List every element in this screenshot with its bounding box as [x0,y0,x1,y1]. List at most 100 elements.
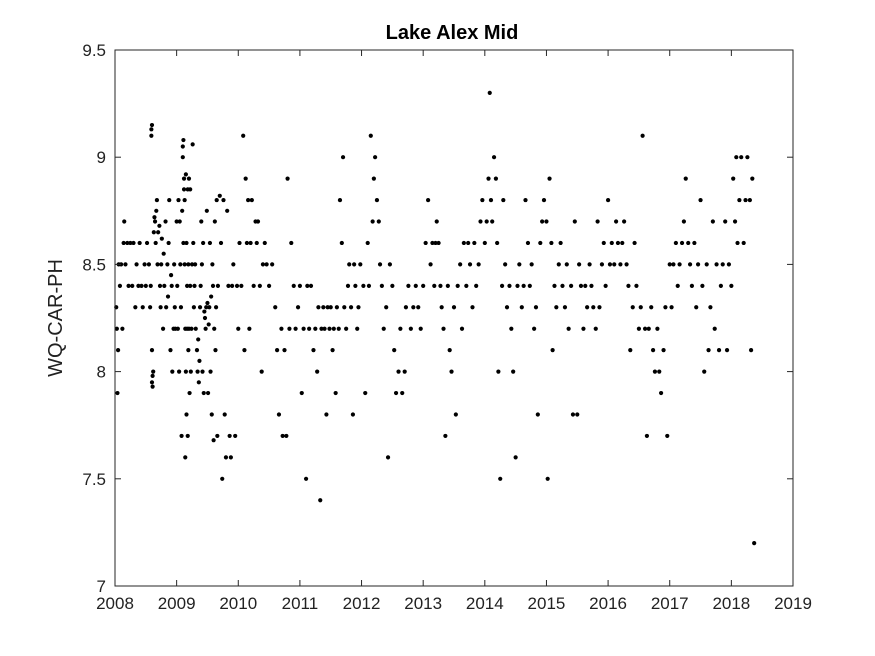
data-point [186,176,192,181]
data-point [162,283,167,288]
data-point [735,240,740,246]
data-point [189,262,195,267]
data-point [482,240,487,246]
data-point [316,305,321,310]
data-point [197,358,202,363]
data-point [164,305,169,310]
data-point [150,373,155,378]
data-point [517,262,522,267]
data-point [181,137,186,143]
data-point [545,476,550,481]
data-point [669,305,674,310]
data-point [291,283,296,288]
data-point [158,305,163,310]
data-point [748,348,754,353]
data-point [140,305,145,310]
data-point [376,219,381,224]
data-point [190,142,195,147]
data-point [398,326,403,331]
data-point [470,305,475,310]
data-point [480,197,485,203]
data-point [673,240,678,246]
data-point [712,326,717,331]
data-point [396,369,401,374]
data-point [196,380,201,385]
data-point [327,326,332,331]
data-point [544,219,549,224]
data-point [366,283,372,288]
data-point [702,369,707,374]
data-point [370,219,375,224]
data-point [257,283,262,288]
data-point [276,412,282,417]
data-point [393,390,399,396]
data-point [406,283,411,288]
data-point [355,326,360,331]
data-point [186,348,191,353]
data-point [716,348,722,353]
data-point [704,262,709,267]
data-point [210,283,216,288]
data-point [549,240,554,246]
y-tick-label: 7 [97,577,106,596]
data-point [509,326,514,331]
data-point [426,197,431,203]
data-point [605,197,611,203]
data-point [225,208,230,213]
plot-area [115,50,793,586]
data-point [181,176,187,181]
data-point [192,283,197,288]
data-point [280,433,285,439]
data-point [698,197,703,203]
data-point [215,283,221,288]
x-tick-label: 2010 [219,594,257,613]
data-point [191,305,196,310]
data-point [251,283,256,288]
data-point [150,384,155,389]
data-point [194,348,200,353]
data-point [199,262,205,267]
data-point [148,283,153,288]
data-point [319,326,324,331]
data-point [193,326,198,331]
data-point [163,219,168,224]
data-point [521,283,526,288]
data-point [279,326,284,331]
data-point [299,390,304,396]
data-point [202,309,207,314]
data-point [488,197,494,203]
data-point [159,262,164,267]
y-axis: 7 7.5 8 8.5 9 9.5 [82,41,793,596]
data-point [495,240,500,246]
data-point [342,305,347,310]
data-point [498,476,503,481]
data-point [204,305,209,310]
data-point [313,326,318,331]
data-point [634,283,639,288]
data-point [177,219,182,224]
data-point [449,369,454,374]
data-point [246,197,251,203]
data-point [708,305,713,310]
data-point [213,305,219,310]
y-tick-label: 8.5 [82,255,106,274]
data-point [439,305,444,310]
data-point [363,390,368,396]
data-point [434,219,439,224]
data-point [214,197,219,203]
data-point [671,262,676,267]
data-point [490,219,495,224]
data-point [328,305,333,310]
data-point [159,236,164,241]
data-point [331,326,336,331]
data-point [525,240,531,246]
data-point [752,541,757,546]
data-point [212,326,217,331]
data-point [161,251,166,256]
data-point [231,262,236,267]
data-point [209,412,214,417]
data-point [689,283,695,288]
data-point [587,262,592,267]
data-point [191,240,196,246]
